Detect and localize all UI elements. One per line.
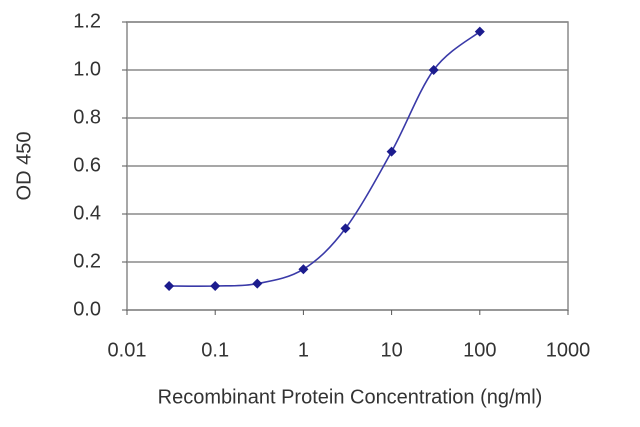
x-tick-label: 1 <box>298 339 309 361</box>
y-tick-label: 0.8 <box>73 106 101 128</box>
y-tick-label: 1.2 <box>73 10 101 32</box>
data-point <box>252 278 263 289</box>
y-axis-label: OD 450 <box>13 132 35 201</box>
y-tick-label: 0.2 <box>73 250 101 272</box>
y-tick-label: 0.6 <box>73 154 101 176</box>
data-point <box>386 146 397 157</box>
x-axis-label: Recombinant Protein Concentration (ng/ml… <box>158 386 543 408</box>
y-tick-label: 1.0 <box>73 58 101 80</box>
data-point <box>340 223 351 234</box>
data-line <box>169 30 481 287</box>
data-point <box>428 65 439 75</box>
x-tick-label: 100 <box>463 339 496 361</box>
x-tick-label: 0.01 <box>108 339 147 361</box>
data-point <box>210 281 221 291</box>
y-tick-label: 0.4 <box>73 202 101 224</box>
x-tick-label: 10 <box>380 339 402 361</box>
data-point <box>164 281 175 291</box>
x-tick-label: 0.1 <box>201 339 229 361</box>
data-point <box>474 26 485 37</box>
data-point <box>298 264 309 275</box>
x-tick-label: 1000 <box>546 339 591 361</box>
y-tick-label: 0.0 <box>73 298 101 320</box>
